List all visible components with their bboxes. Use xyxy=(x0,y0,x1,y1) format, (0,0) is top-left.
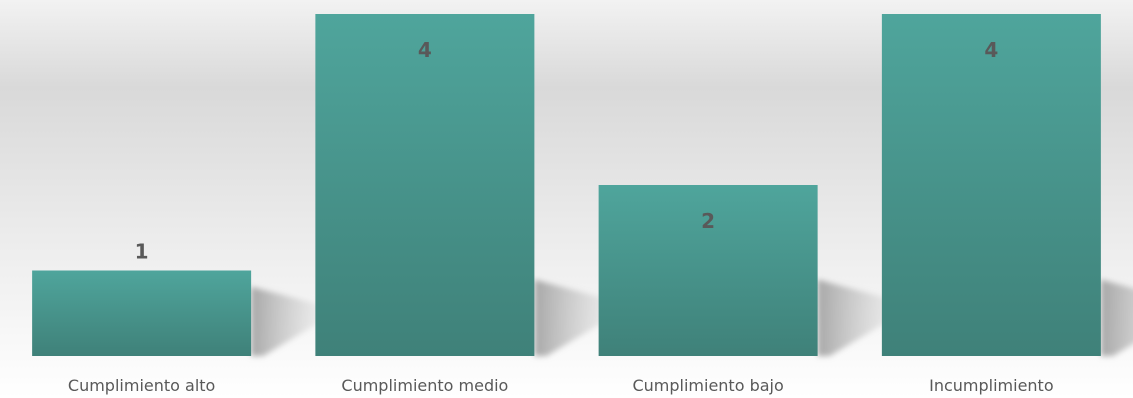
category-label: Cumplimiento medio xyxy=(341,376,508,395)
data-label: 4 xyxy=(418,38,432,62)
category-label: Cumplimiento alto xyxy=(68,376,215,395)
bar-1 xyxy=(32,270,252,356)
bar-2 xyxy=(315,14,535,356)
bars xyxy=(32,14,1101,356)
category-labels: Cumplimiento alto Cumplimiento medio Cumpl… xyxy=(68,376,1054,395)
bar-4 xyxy=(881,14,1101,356)
bar-shadow xyxy=(251,286,335,356)
category-label: Cumplimiento bajo xyxy=(632,376,783,395)
data-labels: 1 4 2 4 xyxy=(135,38,999,264)
data-label: 4 xyxy=(984,38,998,62)
category-label: Incumplimiento xyxy=(929,376,1054,395)
data-label: 1 xyxy=(135,240,149,264)
bar-shadow xyxy=(1100,279,1133,356)
data-label: 2 xyxy=(701,209,715,233)
bar-3 xyxy=(598,185,818,356)
